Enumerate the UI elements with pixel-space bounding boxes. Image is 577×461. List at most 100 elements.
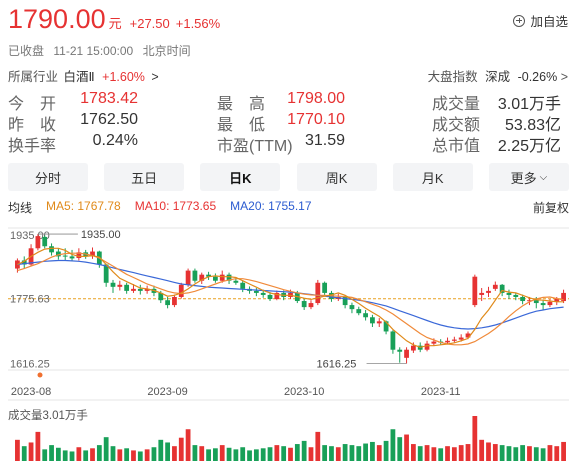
volume-bar xyxy=(397,437,403,461)
volume-bar xyxy=(370,441,375,461)
volume-bar xyxy=(383,440,389,461)
tab-label: 日K xyxy=(229,170,252,186)
event-dot xyxy=(37,372,43,378)
market-index-link[interactable]: 大盘指数 深成 -0.26% > xyxy=(428,66,568,85)
volume-bar xyxy=(240,447,246,461)
volume-bar xyxy=(315,431,321,461)
candle-body xyxy=(540,303,546,306)
candle-body xyxy=(397,349,403,352)
volume-bar xyxy=(42,449,48,461)
tab-1[interactable]: 五日 xyxy=(104,163,185,191)
market-timezone: 北京时间 xyxy=(142,44,191,58)
volume-bar xyxy=(76,447,82,461)
legend-ma20: MA20: 1755.17 xyxy=(230,199,312,213)
legend-title: 均线 xyxy=(8,201,33,215)
plus-circle-icon xyxy=(513,14,526,27)
volume-bar xyxy=(213,448,218,461)
volume-bar xyxy=(199,446,205,461)
candle-body xyxy=(178,284,184,297)
add-watchlist-button[interactable]: 加自选 xyxy=(513,11,568,30)
volume-bar xyxy=(206,449,211,461)
candle-body xyxy=(506,292,512,295)
tab-label: 五日 xyxy=(131,170,158,186)
candle-body xyxy=(561,292,566,302)
volume-bar xyxy=(165,442,171,461)
legend-ma10: MA10: 1773.65 xyxy=(134,199,217,213)
volume-bar xyxy=(520,445,526,461)
add-watchlist-label: 加自选 xyxy=(530,15,568,29)
volume-bar xyxy=(158,439,164,461)
candle-body xyxy=(158,292,164,301)
x-tick-label: 2023-11 xyxy=(421,386,461,398)
candle-body xyxy=(240,282,246,289)
stat-label: 最 高 xyxy=(217,96,266,113)
market-state: 已收盘 xyxy=(8,44,45,58)
volume-bar xyxy=(226,447,232,461)
candle-body xyxy=(376,321,382,324)
candle-body xyxy=(110,282,116,287)
candle-body xyxy=(363,313,368,318)
stat-value: 2.25万亿 xyxy=(497,138,561,155)
volume-bar xyxy=(274,445,280,461)
price-change-pct: +1.56% xyxy=(175,16,221,31)
stat-cell: 市盈(TTM) 31.59 xyxy=(217,132,345,156)
volume-bar xyxy=(554,446,560,461)
tab-label: 月K xyxy=(421,170,444,186)
candle-body xyxy=(465,333,471,338)
volume-bar xyxy=(62,450,68,461)
candle-body xyxy=(308,303,314,308)
tab-2[interactable]: 日K xyxy=(200,163,281,191)
market-status: 已收盘 11-21 15:00:00 北京时间 xyxy=(8,42,197,59)
volume-bar xyxy=(431,447,437,461)
volume-bar xyxy=(329,446,334,461)
volume-bar xyxy=(96,445,102,461)
kline-chart[interactable]: 1935.001775.631616.251935.001616.252023-… xyxy=(0,218,577,461)
index-pct: -0.26% xyxy=(517,70,558,84)
volume-bar xyxy=(103,437,109,461)
candle-body xyxy=(342,296,348,306)
candle-body xyxy=(547,301,553,306)
volume-bar xyxy=(281,446,287,461)
stat-value: 31.59 xyxy=(304,132,345,149)
candle-body xyxy=(172,296,177,306)
candle-body xyxy=(458,337,464,340)
candle-body xyxy=(301,301,307,308)
candle-body xyxy=(322,282,328,293)
volume-bar xyxy=(117,449,123,461)
volume-bar xyxy=(247,450,252,461)
stat-cell: 今 开 1783.42 xyxy=(8,90,138,114)
candle-body xyxy=(356,309,362,314)
tab-0[interactable]: 分时 xyxy=(8,163,88,191)
candle-body xyxy=(55,251,61,257)
industry-link[interactable]: 所属行业 白酒Ⅱ +1.60% > xyxy=(8,66,159,85)
tab-5[interactable]: 更多 ⌵ xyxy=(488,163,569,191)
volume-bar xyxy=(137,451,143,461)
candle-body xyxy=(424,343,430,350)
x-tick-label: 2023-09 xyxy=(147,386,187,398)
candle-body xyxy=(35,236,41,249)
volume-bar xyxy=(49,445,54,461)
candle-body xyxy=(206,274,211,277)
candle-body xyxy=(274,292,280,299)
volume-bar xyxy=(479,439,485,461)
tab-4[interactable]: 月K xyxy=(392,163,473,191)
stat-label: 今 开 xyxy=(8,96,57,113)
candle-body xyxy=(492,284,498,289)
stat-cell: 昨 收 1762.50 xyxy=(8,111,138,135)
candle-body xyxy=(315,282,321,304)
candle-body xyxy=(42,236,48,247)
tab-3[interactable]: 周K xyxy=(296,163,377,191)
index-label: 大盘指数 xyxy=(427,70,478,84)
volume-bar xyxy=(288,447,293,461)
adjust-toggle[interactable]: 前复权 xyxy=(532,201,569,215)
candle-body xyxy=(219,274,225,281)
candle-body xyxy=(431,341,437,344)
stat-value: 3.01万手 xyxy=(497,96,561,113)
volume-bar xyxy=(55,447,61,461)
volume-bar xyxy=(21,446,27,461)
stat-label: 昨 收 xyxy=(8,117,57,134)
ma-legend: 均线 MA5: 1767.78 MA10: 1773.65 MA20: 1755… xyxy=(8,199,569,216)
volume-bar xyxy=(492,444,498,461)
candle-body xyxy=(499,284,505,293)
volume-bar xyxy=(335,447,341,461)
